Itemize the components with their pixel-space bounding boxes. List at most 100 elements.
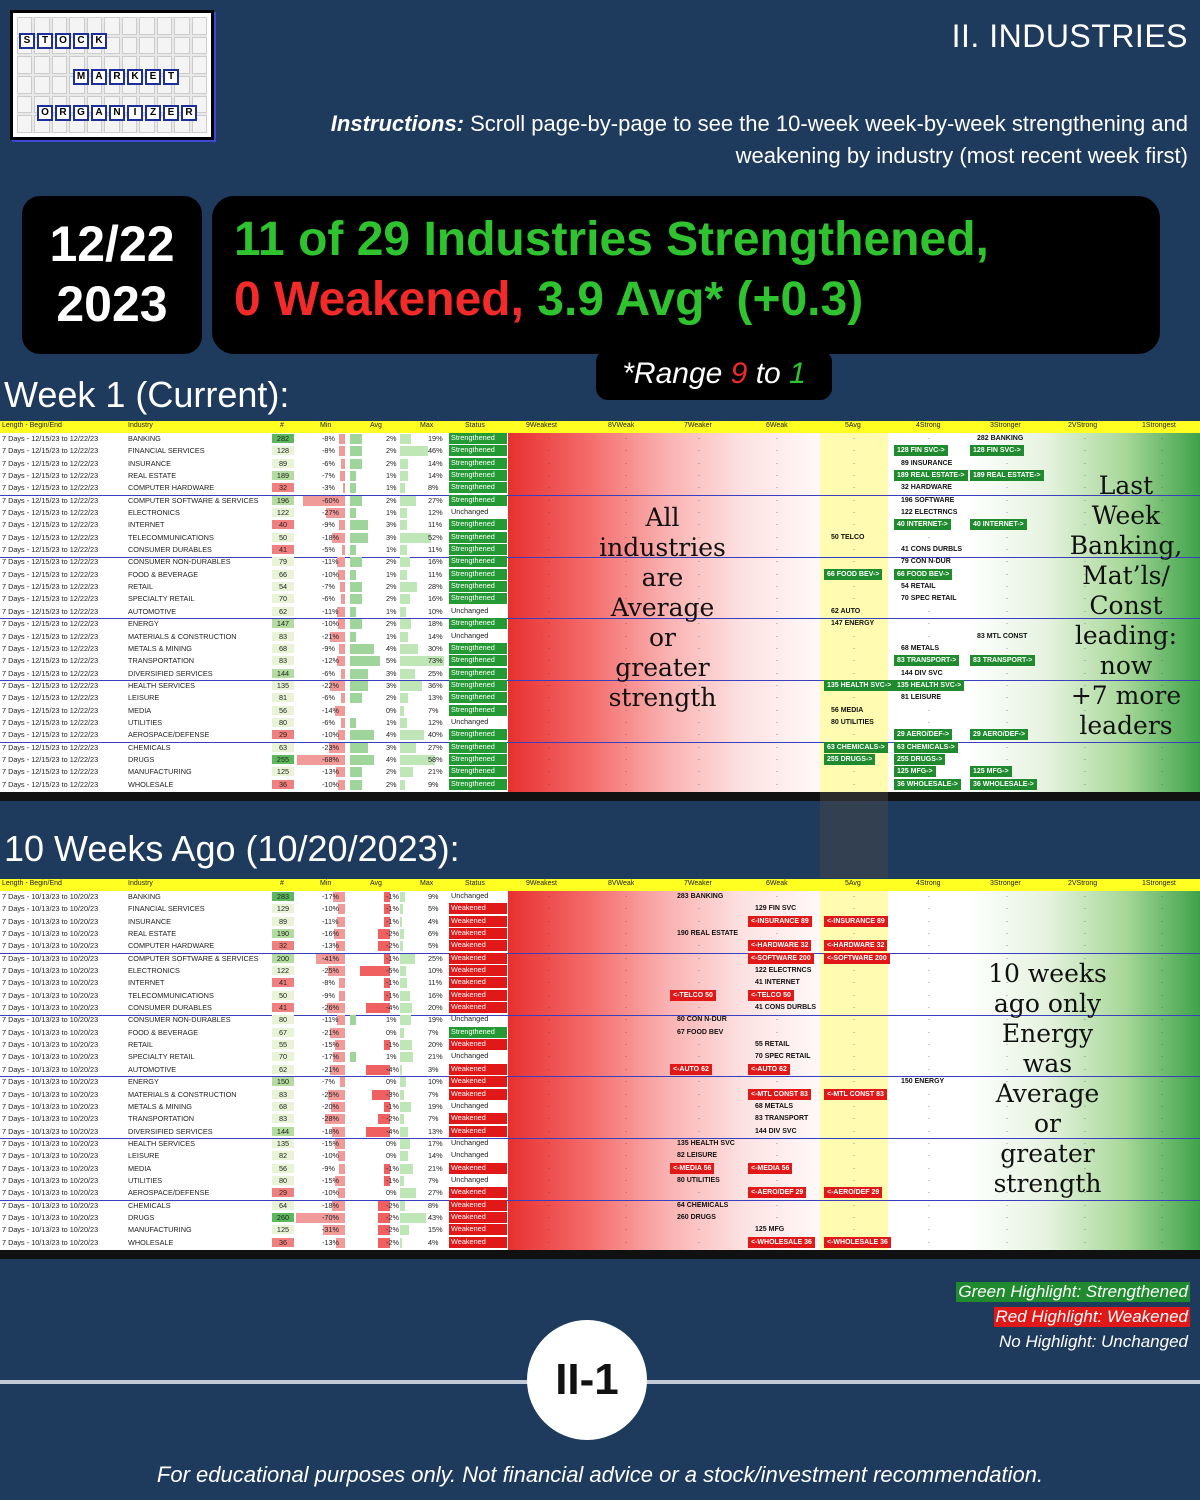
column-header: Status — [465, 880, 485, 887]
lane-dot: . — [1084, 631, 1086, 639]
lane-dot: . — [625, 1237, 627, 1245]
lane-dot: . — [1084, 1101, 1086, 1109]
row-status: Weakened — [449, 1211, 507, 1223]
avg-bar — [350, 458, 362, 469]
lane-dot: . — [928, 1052, 930, 1060]
row-status: Weakened — [449, 1199, 507, 1211]
lane-dot: . — [1006, 1138, 1008, 1146]
row-count: 196 — [272, 495, 294, 505]
table-row: 7 Days - 10/13/23 to 10/20/23 ELECTRONICS… — [0, 965, 1200, 977]
row-industry: INSURANCE — [128, 458, 171, 468]
row-max: 18% — [428, 619, 443, 629]
lane-dot: . — [928, 1077, 930, 1085]
industry-position-tag: 135 HEALTH SVC — [677, 1139, 735, 1147]
lane-dot: . — [548, 545, 550, 553]
row-max: 25% — [428, 953, 443, 963]
row-industry: FOOD & BEVERAGE — [128, 569, 199, 579]
lane-dot: . — [1161, 966, 1163, 974]
row-max: 12% — [428, 717, 443, 727]
row-avg: 5% — [386, 656, 397, 666]
industry-position-tag: 125 MFG-> — [970, 766, 1012, 778]
row-industry: AEROSPACE/DEFENSE — [128, 1188, 210, 1198]
lane-dot: . — [698, 1015, 700, 1023]
lane-dot: . — [928, 1188, 930, 1196]
lane-dot: . — [776, 1212, 778, 1220]
row-length: 7 Days - 10/13/23 to 10/20/23 — [2, 1064, 99, 1074]
lane-dot: . — [625, 1175, 627, 1183]
row-avg: 2% — [386, 495, 397, 505]
column-header: Length - Begin/End — [2, 880, 62, 887]
lane-dot: . — [928, 705, 930, 713]
row-length: 7 Days - 12/15/23 to 12/22/23 — [2, 754, 99, 764]
lane-dot: . — [853, 1175, 855, 1183]
industry-position-tag: 83 TRANSPORT — [755, 1115, 809, 1123]
lane-dot: . — [548, 668, 550, 676]
row-industry: COMPUTER HARDWARE — [128, 941, 215, 951]
row-length: 7 Days - 12/15/23 to 12/22/23 — [2, 606, 99, 616]
lane-dot: . — [1161, 545, 1163, 553]
row-length: 7 Days - 12/15/23 to 12/22/23 — [2, 495, 99, 505]
min-bar — [335, 767, 345, 778]
max-bar — [400, 1138, 411, 1149]
lane-dot: . — [698, 705, 700, 713]
row-status: Strengthened — [449, 593, 507, 605]
row-industry: ELECTRONICS — [128, 966, 180, 976]
lane-dot: . — [853, 582, 855, 590]
row-max: 10% — [428, 966, 443, 976]
max-bar — [400, 1114, 405, 1125]
row-count: 41 — [272, 978, 294, 988]
lane-dot: . — [698, 643, 700, 651]
row-status: Strengthened — [449, 519, 507, 531]
lane-dot: . — [928, 1003, 930, 1011]
row-avg: 1% — [386, 508, 397, 518]
row-length: 7 Days - 12/15/23 to 12/22/23 — [2, 779, 99, 789]
logo-letter: O — [37, 105, 53, 121]
avg-bar — [350, 495, 362, 506]
row-count: 40 — [272, 520, 294, 530]
lane-dot: . — [1084, 668, 1086, 676]
row-status: Weakened — [449, 1063, 507, 1075]
column-header: # — [280, 422, 284, 429]
logo-grid-cell — [34, 56, 50, 74]
lane-background — [744, 433, 820, 801]
row-length: 7 Days - 10/13/23 to 10/20/23 — [2, 904, 99, 914]
row-avg: -1% — [386, 953, 399, 963]
row-max: 14% — [428, 631, 443, 641]
industry-position-tag: 36 WHOLESALE-> — [970, 778, 1037, 790]
min-bar — [339, 434, 345, 444]
row-status: Unchanged — [451, 507, 489, 517]
row-industry: FINANCIAL SERVICES — [128, 904, 205, 914]
max-bar — [400, 1175, 405, 1186]
lane-dot: . — [548, 730, 550, 738]
lane-dot: . — [698, 458, 700, 466]
avg-bar — [378, 1225, 390, 1236]
min-bar — [326, 508, 345, 519]
row-industry: TRANSPORTATION — [128, 1114, 195, 1124]
lane-dot: . — [776, 1200, 778, 1208]
row-industry: DRUGS — [128, 1212, 155, 1222]
lane-dot: . — [1006, 643, 1008, 651]
lane-dot: . — [776, 483, 778, 491]
min-bar — [339, 446, 345, 457]
table-row: 7 Days - 12/15/23 to 12/22/23 REAL ESTATE… — [0, 470, 1200, 482]
lane-dot: . — [625, 1003, 627, 1011]
min-bar — [328, 742, 345, 753]
lane-dot: . — [853, 929, 855, 937]
row-length: 7 Days - 10/13/23 to 10/20/23 — [2, 1175, 99, 1185]
row-max: 5% — [428, 904, 439, 914]
lane-dot: . — [1161, 705, 1163, 713]
lane-dot: . — [698, 941, 700, 949]
logo-letter: K — [91, 33, 107, 49]
lane-dot: . — [853, 508, 855, 516]
lane-dot: . — [853, 1200, 855, 1208]
lane-dot: . — [548, 1163, 550, 1171]
column-header: 4Strong — [916, 880, 941, 887]
row-count: 129 — [272, 904, 294, 914]
row-status: Strengthened — [449, 729, 507, 741]
max-bar — [400, 1089, 405, 1100]
row-avg: -1% — [386, 990, 399, 1000]
row-status: Unchanged — [451, 1174, 489, 1184]
table-row: 7 Days - 12/15/23 to 12/22/23 WHOLESALE 36… — [0, 778, 1200, 791]
